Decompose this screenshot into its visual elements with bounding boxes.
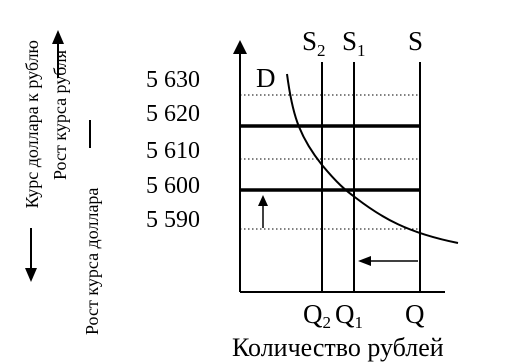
y-axis-arrow-head [233,40,247,54]
y-tick-5590: 5 590 [146,207,200,233]
y-tick-5600: 5 600 [146,173,200,199]
x-axis-title: Количество рублей [232,333,444,362]
quantity-label-q: Q [405,299,425,329]
quantity-label-q1: Q1 [335,299,363,332]
y-tick-5610: 5 610 [146,138,200,164]
supply-label-s1: S1 [342,26,366,60]
quantity-label-q2: Q2 [303,299,331,332]
supply-label-s2: S2 [302,26,326,60]
y-axis-title-outer: Курс доллара к рублю [22,40,42,208]
demand-label: D [256,63,276,93]
y-tick-5630: 5 630 [146,67,200,93]
y-tick-5620: 5 620 [146,101,200,127]
shift-left-arrow-head [358,256,371,266]
ruble-growth-arrow-head [52,30,64,44]
y-axis-title-ruble-growth: Рост курса рубля [50,50,70,180]
y-axis-title-dollar-growth: Рост курса доллара [82,188,102,335]
demand-curve [286,73,459,244]
supply-label-s: S [408,26,423,56]
y-axis-title-outer-arrow-head [25,268,37,282]
shift-up-arrow-head [258,195,268,206]
